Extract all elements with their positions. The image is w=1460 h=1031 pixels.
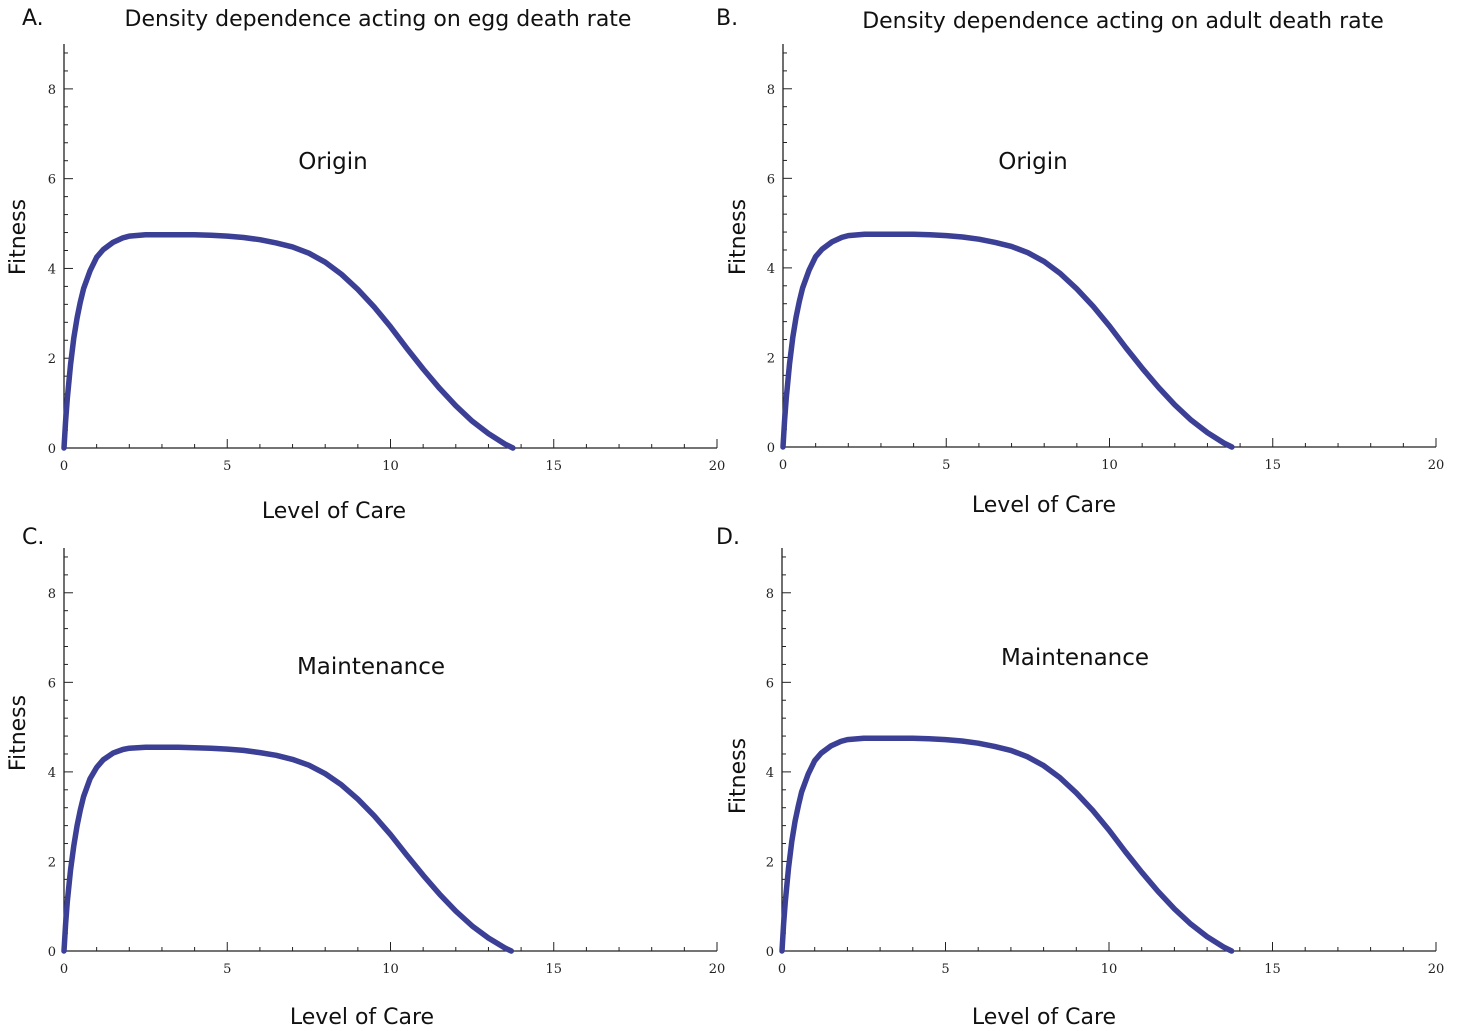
x-tick-label: 15 [545, 459, 562, 474]
panel-annotation: Origin [998, 149, 1068, 175]
chart-panel-a: A. Density dependence acting on egg death… [6, 6, 725, 524]
fitness-curve [780, 231, 1235, 450]
y-tick-label: 0 [48, 442, 56, 457]
fitness-curve [61, 232, 516, 451]
x-tick-label: 0 [60, 459, 68, 474]
x-tick-label: 5 [223, 962, 231, 977]
y-tick-label: 6 [48, 173, 56, 188]
y-axis-label: Fitness [726, 199, 751, 275]
y-axis-label: Fitness [6, 199, 31, 275]
x-tick-label: 20 [1428, 458, 1445, 473]
panel-annotation: Maintenance [297, 654, 445, 680]
x-tick-label: 0 [60, 962, 68, 977]
y-tick-label: 4 [767, 262, 775, 277]
y-tick-label: 6 [766, 676, 774, 691]
fitness-curve [779, 735, 1235, 954]
x-axis-label: Level of Care [262, 499, 406, 524]
y-tick-label: 4 [48, 766, 56, 781]
panel-letter: B. [716, 6, 738, 31]
x-tick-label: 15 [1264, 962, 1281, 977]
y-axis-label: Fitness [726, 738, 751, 814]
y-tick-label: 6 [48, 676, 56, 691]
y-tick-label: 8 [767, 83, 775, 98]
y-tick-label: 4 [766, 766, 774, 781]
y-tick-label: 8 [766, 587, 774, 602]
panel-letter: A. [22, 6, 44, 31]
y-tick-label: 0 [767, 441, 775, 456]
y-tick-label: 4 [48, 262, 56, 277]
x-tick-label: 15 [545, 962, 562, 977]
chart-panel-c: C. Maintenance 0 5 10 15 20 0 2 4 6 8 Level of Care F… [6, 525, 725, 1030]
x-tick-label: 10 [1101, 962, 1118, 977]
y-axis-label: Fitness [6, 695, 31, 771]
y-tick-label: 2 [767, 351, 775, 366]
x-tick-label: 20 [1428, 962, 1445, 977]
x-axis-label: Level of Care [972, 493, 1116, 518]
x-tick-label: 10 [382, 459, 399, 474]
x-tick-label: 20 [709, 459, 726, 474]
x-tick-label: 0 [779, 458, 787, 473]
x-tick-label: 15 [1264, 458, 1281, 473]
fitness-curve [61, 744, 515, 954]
x-tick-label: 5 [223, 459, 231, 474]
panel-title: Density dependence acting on egg death r… [125, 7, 632, 32]
y-tick-label: 2 [766, 855, 774, 870]
y-tick-label: 2 [48, 352, 56, 367]
y-tick-label: 2 [48, 855, 56, 870]
x-tick-label: 0 [778, 962, 786, 977]
y-tick-label: 0 [766, 945, 774, 960]
panel-annotation: Origin [298, 149, 368, 175]
y-tick-label: 0 [48, 945, 56, 960]
y-tick-label: 6 [767, 172, 775, 187]
chart-panel-d: D. Maintenance 0 5 10 15 20 0 2 4 6 8 Level of Care F… [716, 525, 1444, 1030]
x-tick-label: 5 [942, 458, 950, 473]
x-tick-label: 10 [382, 962, 399, 977]
chart-panel-b: B. Density dependence acting on adult dea… [716, 6, 1444, 518]
panel-letter: C. [22, 525, 44, 550]
x-axis-label: Level of Care [290, 1005, 434, 1030]
y-tick-label: 8 [48, 587, 56, 602]
panel-title: Density dependence acting on adult death… [862, 9, 1384, 34]
x-tick-label: 5 [941, 962, 949, 977]
panel-letter: D. [716, 525, 740, 550]
y-tick-label: 8 [48, 83, 56, 98]
x-tick-label: 20 [709, 962, 726, 977]
x-tick-label: 10 [1101, 458, 1118, 473]
x-axis-label: Level of Care [972, 1005, 1116, 1030]
panel-annotation: Maintenance [1001, 645, 1149, 671]
